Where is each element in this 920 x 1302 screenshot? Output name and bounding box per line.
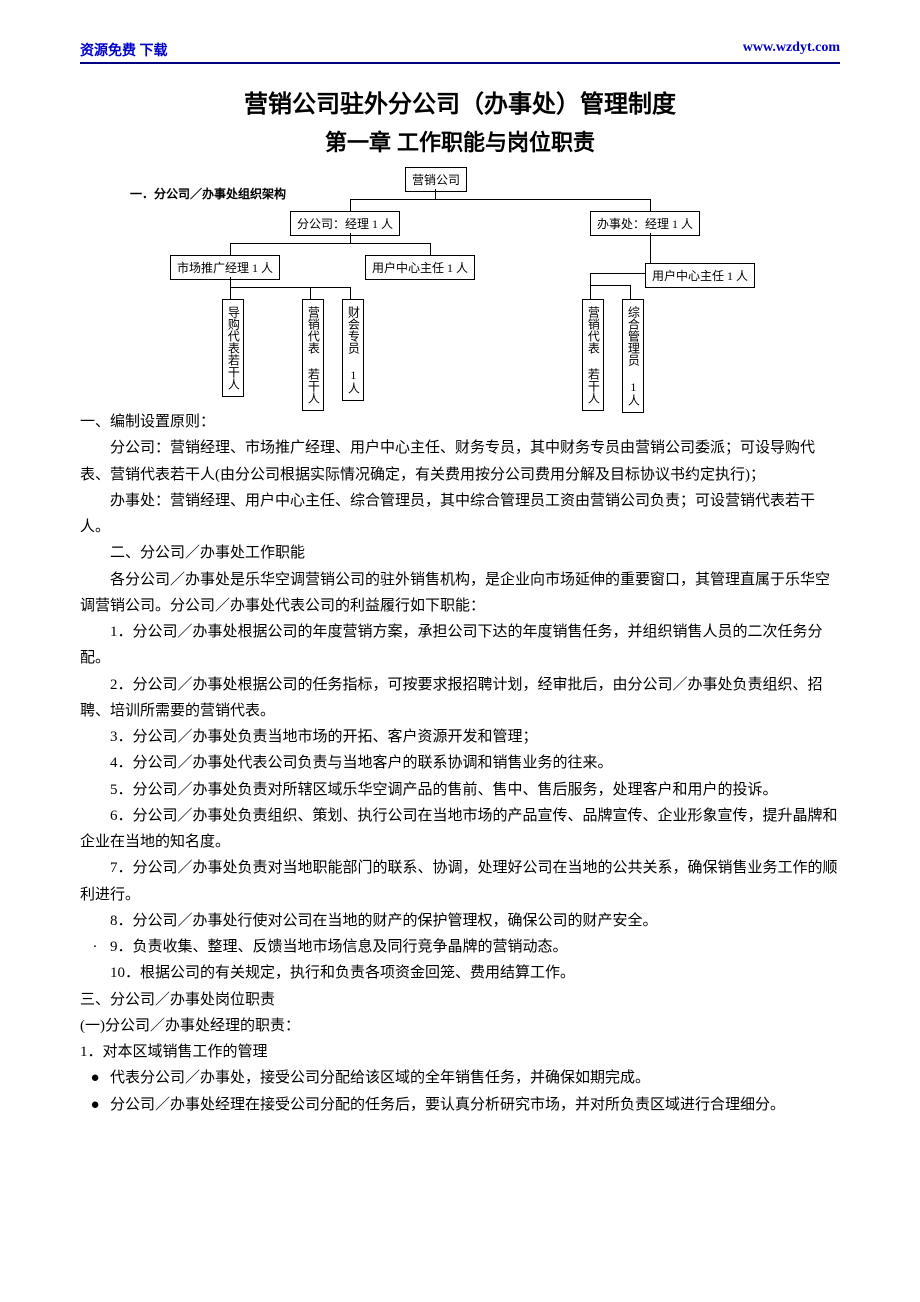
org-node-market-mgr: 市场推广经理 1 人 — [170, 255, 280, 280]
list-item: 7．分公司／办事处负责对当地职能部门的联系、协调，处理好公司在当地的公共关系，确… — [80, 855, 840, 908]
org-node-top: 营销公司 — [405, 167, 467, 192]
list-item: 6．分公司／办事处负责组织、策划、执行公司在当地市场的产品宣传、品牌宣传、企业形… — [80, 803, 840, 856]
org-node-user-ctr2: 用户中心主任 1 人 — [645, 263, 755, 288]
org-section-label: 一．分公司／办事处组织架构 — [130, 185, 286, 202]
bullet-icon: ● — [80, 1092, 110, 1118]
list-item: 8．分公司／办事处行使对公司在当地的财产的保护管理权，确保公司的财产安全。 — [80, 908, 840, 934]
org-connector — [435, 189, 436, 199]
org-node-admin: 综合管理员 1人 — [622, 299, 644, 413]
org-connector — [590, 285, 630, 286]
org-node-branch: 分公司：经理 1 人 — [290, 211, 400, 236]
org-node-sales-rep1: 营销代表 若干人 — [302, 299, 324, 411]
org-node-finance: 财会专员 1人 — [342, 299, 364, 401]
list-item: 10．根据公司的有关规定，执行和负责各项资金回笼、费用结算工作。 — [80, 960, 840, 986]
org-connector — [230, 287, 350, 288]
section-1-title: 一、编制设置原则： — [80, 409, 840, 435]
org-node-sales-rep2: 营销代表 若干人 — [582, 299, 604, 411]
paragraph: 各分公司／办事处是乐华空调营销公司的驻外销售机构，是企业向市场延伸的重要窗口，其… — [80, 567, 840, 620]
section-3-title: 三、分公司／办事处岗位职责 — [80, 987, 840, 1013]
org-connector — [350, 199, 650, 200]
section-3-h1: 1．对本区域销售工作的管理 — [80, 1039, 840, 1065]
bullet-item: ● 代表分公司／办事处，接受公司分配给该区域的全年销售任务，并确保如期完成。 — [80, 1065, 840, 1091]
org-chart: 一．分公司／办事处组织架构 营销公司 分公司：经理 1 人 办事处：经理 1 人… — [110, 167, 810, 397]
paragraph: 分公司：营销经理、市场推广经理、用户中心主任、财务专员，其中财务专员由营销公司委… — [80, 435, 840, 488]
list-item-text: 9．负责收集、整理、反馈当地市场信息及同行竞争晶牌的营销动态。 — [110, 934, 840, 960]
page-header: 资源免费 下载 www.wzdyt.com — [80, 40, 840, 64]
org-node-office: 办事处：经理 1 人 — [590, 211, 700, 236]
bullet-icon: ● — [80, 1065, 110, 1091]
org-node-user-ctr1: 用户中心主任 1 人 — [365, 255, 475, 280]
org-connector — [430, 243, 431, 255]
org-connector — [230, 243, 430, 244]
chapter-title: 第一章 工作职能与岗位职责 — [80, 125, 840, 157]
document-page: 资源免费 下载 www.wzdyt.com 营销公司驻外分公司（办事处）管理制度… — [0, 0, 920, 1178]
org-connector — [350, 199, 351, 211]
section-2-title: 二、分公司／办事处工作职能 — [80, 540, 840, 566]
list-item: 2．分公司／办事处根据公司的任务指标，可按要求报招聘计划，经审批后，由分公司／办… — [80, 672, 840, 725]
list-item: 3．分公司／办事处负责当地市场的开拓、客户资源开发和管理； — [80, 724, 840, 750]
org-connector — [230, 277, 231, 287]
paragraph: 办事处：营销经理、用户中心主任、综合管理员，其中综合管理员工资由营销公司负责；可… — [80, 488, 840, 541]
list-item: 1．分公司／办事处根据公司的年度营销方案，承担公司下达的年度销售任务，并组织销售… — [80, 619, 840, 672]
org-connector — [350, 233, 351, 243]
org-connector — [590, 273, 591, 299]
bullet-text: 分公司／办事处经理在接受公司分配的任务后，要认真分析研究市场，并对所负责区域进行… — [110, 1092, 840, 1118]
section-3-sub1: (一)分公司／办事处经理的职责： — [80, 1013, 840, 1039]
document-title: 营销公司驻外分公司（办事处）管理制度 — [80, 84, 840, 119]
org-connector — [650, 199, 651, 211]
document-body: 一、编制设置原则： 分公司：营销经理、市场推广经理、用户中心主任、财务专员，其中… — [80, 409, 840, 1118]
header-right: www.wzdyt.com — [743, 40, 840, 60]
list-item: 5．分公司／办事处负责对所辖区域乐华空调产品的售前、售中、售后服务，处理客户和用… — [80, 777, 840, 803]
org-node-guide: 导购代表若干人 — [222, 299, 244, 397]
list-item: · 9．负责收集、整理、反馈当地市场信息及同行竞争晶牌的营销动态。 — [80, 934, 840, 960]
org-connector — [310, 287, 311, 299]
list-item: 4．分公司／办事处代表公司负责与当地客户的联系协调和销售业务的往来。 — [80, 750, 840, 776]
org-connector — [230, 243, 231, 255]
org-connector — [630, 285, 631, 299]
org-connector — [230, 287, 231, 299]
bullet-icon: · — [80, 934, 110, 960]
bullet-item: ● 分公司／办事处经理在接受公司分配的任务后，要认真分析研究市场，并对所负责区域… — [80, 1092, 840, 1118]
bullet-text: 代表分公司／办事处，接受公司分配给该区域的全年销售任务，并确保如期完成。 — [110, 1065, 840, 1091]
header-left: 资源免费 下载 — [80, 40, 168, 60]
org-connector — [350, 287, 351, 299]
